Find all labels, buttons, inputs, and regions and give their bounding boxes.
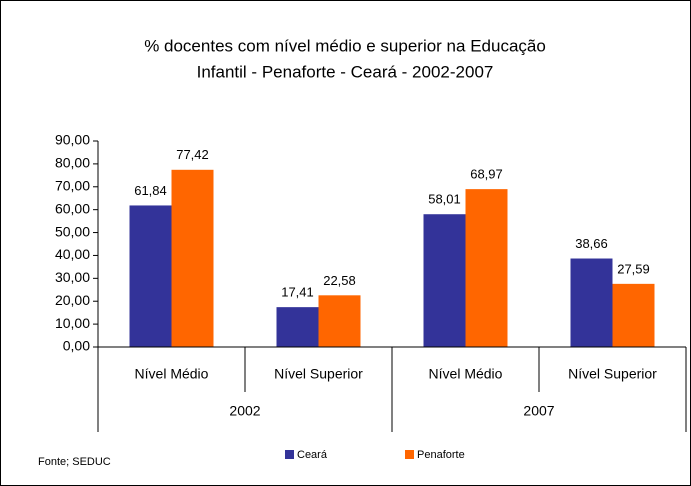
value-label: 68,97	[470, 167, 503, 182]
group-label: 2002	[229, 403, 260, 419]
y-tick-label: 70,00	[55, 177, 90, 193]
value-label: 38,66	[575, 236, 608, 251]
y-tick-label: 20,00	[55, 292, 90, 308]
y-tick-label: 90,00	[55, 132, 90, 148]
y-tick-label: 40,00	[55, 246, 90, 262]
y-tick-label: 10,00	[55, 315, 90, 331]
value-label: 22,58	[323, 273, 356, 288]
bar	[276, 307, 319, 347]
bar	[465, 189, 508, 347]
bar	[171, 169, 214, 347]
value-label: 17,41	[281, 285, 314, 300]
chart-title: Infantil - Penaforte - Ceará - 2002-2007	[197, 62, 494, 81]
y-tick-label: 60,00	[55, 200, 90, 216]
group-label: 2007	[523, 403, 554, 419]
value-label: 27,59	[617, 261, 650, 276]
bar	[612, 283, 655, 347]
bar	[423, 214, 466, 347]
source-note: Fonte; SEDUC	[38, 456, 111, 468]
chart-title: % docentes com nível médio e superior na…	[144, 36, 546, 55]
y-tick-label: 30,00	[55, 269, 90, 285]
legend-swatch	[285, 450, 294, 459]
x-tick-label: Nível Médio	[135, 366, 209, 382]
legend-label: Penaforte	[417, 449, 465, 461]
x-tick-label: Nível Médio	[429, 366, 503, 382]
value-label: 58,01	[428, 192, 461, 207]
x-tick-label: Nível Superior	[274, 366, 363, 382]
y-tick-label: 80,00	[55, 155, 90, 171]
value-label: 77,42	[176, 147, 209, 162]
value-label: 61,84	[134, 183, 167, 198]
x-tick-label: Nível Superior	[568, 366, 657, 382]
bar	[318, 295, 361, 347]
bar	[570, 258, 613, 347]
bar	[129, 205, 172, 347]
y-tick-label: 50,00	[55, 223, 90, 239]
legend-label: Ceará	[297, 449, 328, 461]
legend-swatch	[405, 450, 414, 459]
y-tick-label: 0,00	[63, 338, 90, 354]
